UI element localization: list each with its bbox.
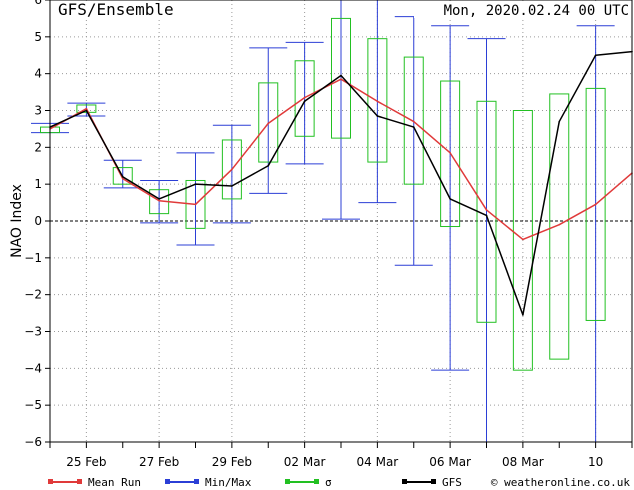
series-point-mean-run [522,238,524,241]
series-point-mean-run [594,203,597,206]
legend-label-min-max: Min/Max [205,475,252,489]
y-tick-label: 1 [34,177,42,191]
nao-chart: −6 −5 −4 −3 −2 −1 0 1 2 3 4 5 6 25 Feb 27 Feb 29 Feb 02 … [9,0,633,469]
series-point-mean-run [376,100,379,103]
x-tick-label: 08 Mar [502,455,544,469]
series-point-gfs [376,115,379,117]
series-point-mean-run [231,168,233,171]
y-axis-label: NAO Index [9,184,25,258]
series-point-gfs [121,176,124,178]
sigma-box [76,104,97,113]
x-tick-label: 02 Mar [284,455,326,469]
x-tick-label: 25 Feb [66,455,106,469]
series-point-mean-run [412,120,415,123]
legend-label-mean-run: Mean Run [88,475,141,489]
sigma-box [585,87,606,321]
sigma-box [440,80,461,228]
series-point-gfs [594,54,597,57]
y-tick-label: −3 [24,325,42,339]
sigma-box [185,179,206,229]
x-tick-label: 10 [588,455,603,469]
series-point-mean-run [449,152,451,154]
series-point-gfs [158,198,160,200]
series-point-gfs [231,185,233,187]
y-tick-label: −2 [24,288,42,302]
series-point-mean-run [121,177,124,180]
sigma-box [258,82,279,163]
run-label: Mon, 2020.02.24 00 UTC [444,3,629,19]
legend-label-sigma: σ [325,475,332,489]
legend-swatch-min-max [165,479,199,484]
legend-swatch-gfs [402,479,436,484]
y-tick-label: 0 [34,214,42,228]
sigma-box [367,38,388,163]
series-point-gfs [412,126,415,128]
x-tick-label: 04 Mar [357,455,399,469]
series-point-gfs [267,164,270,167]
legend-label-gfs: GFS [442,475,462,489]
series-point-mean-run [85,107,88,110]
series-point-mean-run [485,209,488,211]
y-tick-label: 4 [34,67,42,81]
y-tick-label: −5 [24,398,42,412]
title-background [57,1,207,18]
credit: © weatheronline.co.uk [490,475,630,489]
sigma-box [403,56,424,185]
series-point-gfs [485,214,488,217]
sigma-box [221,139,242,200]
series-point-mean-run [340,78,342,80]
x-tick-label: 06 Mar [429,455,471,469]
y-tick-label: −6 [24,435,42,449]
series-point-gfs [85,109,88,112]
series-point-mean-run [303,96,306,99]
chart-title: GFS/Ensemble [58,0,174,19]
plot-frame [49,0,633,443]
y-tick-label: 3 [34,104,42,118]
sigma-box [549,93,570,360]
series-point-mean-run [194,203,197,206]
sigma-box [294,60,315,137]
legend-item-min-max: Min/Max [165,474,251,490]
series-point-gfs [303,100,306,103]
sigma-box [512,110,533,371]
y-tick-label: 2 [34,140,42,154]
legend-item-sigma: σ [285,474,332,490]
series-point-gfs [558,120,561,123]
legend-swatch-sigma [285,479,319,484]
series-point-gfs [449,198,451,200]
x-tick-label: 29 Feb [212,455,252,469]
sigma-box [112,167,133,185]
series-point-gfs [522,314,524,316]
series-point-gfs [340,74,342,77]
y-tick-label: −4 [24,361,42,375]
legend-item-mean-run: Mean Run [48,474,141,490]
sigma-box [331,17,351,139]
y-tick-label: 6 [34,0,42,7]
series-point-mean-run [158,199,160,202]
y-tick-label: 5 [34,30,42,44]
series-point-mean-run [267,122,270,125]
y-tick-label: −1 [24,251,42,265]
run-label-background [414,1,630,18]
x-tick-label: 27 Feb [139,455,179,469]
series-point-gfs [194,183,197,185]
legend: Mean Run Min/Max σ GFS [0,474,634,490]
legend-swatch-mean-run [48,479,82,484]
series-point-mean-run [558,223,561,226]
legend-item-gfs: GFS [402,474,462,490]
